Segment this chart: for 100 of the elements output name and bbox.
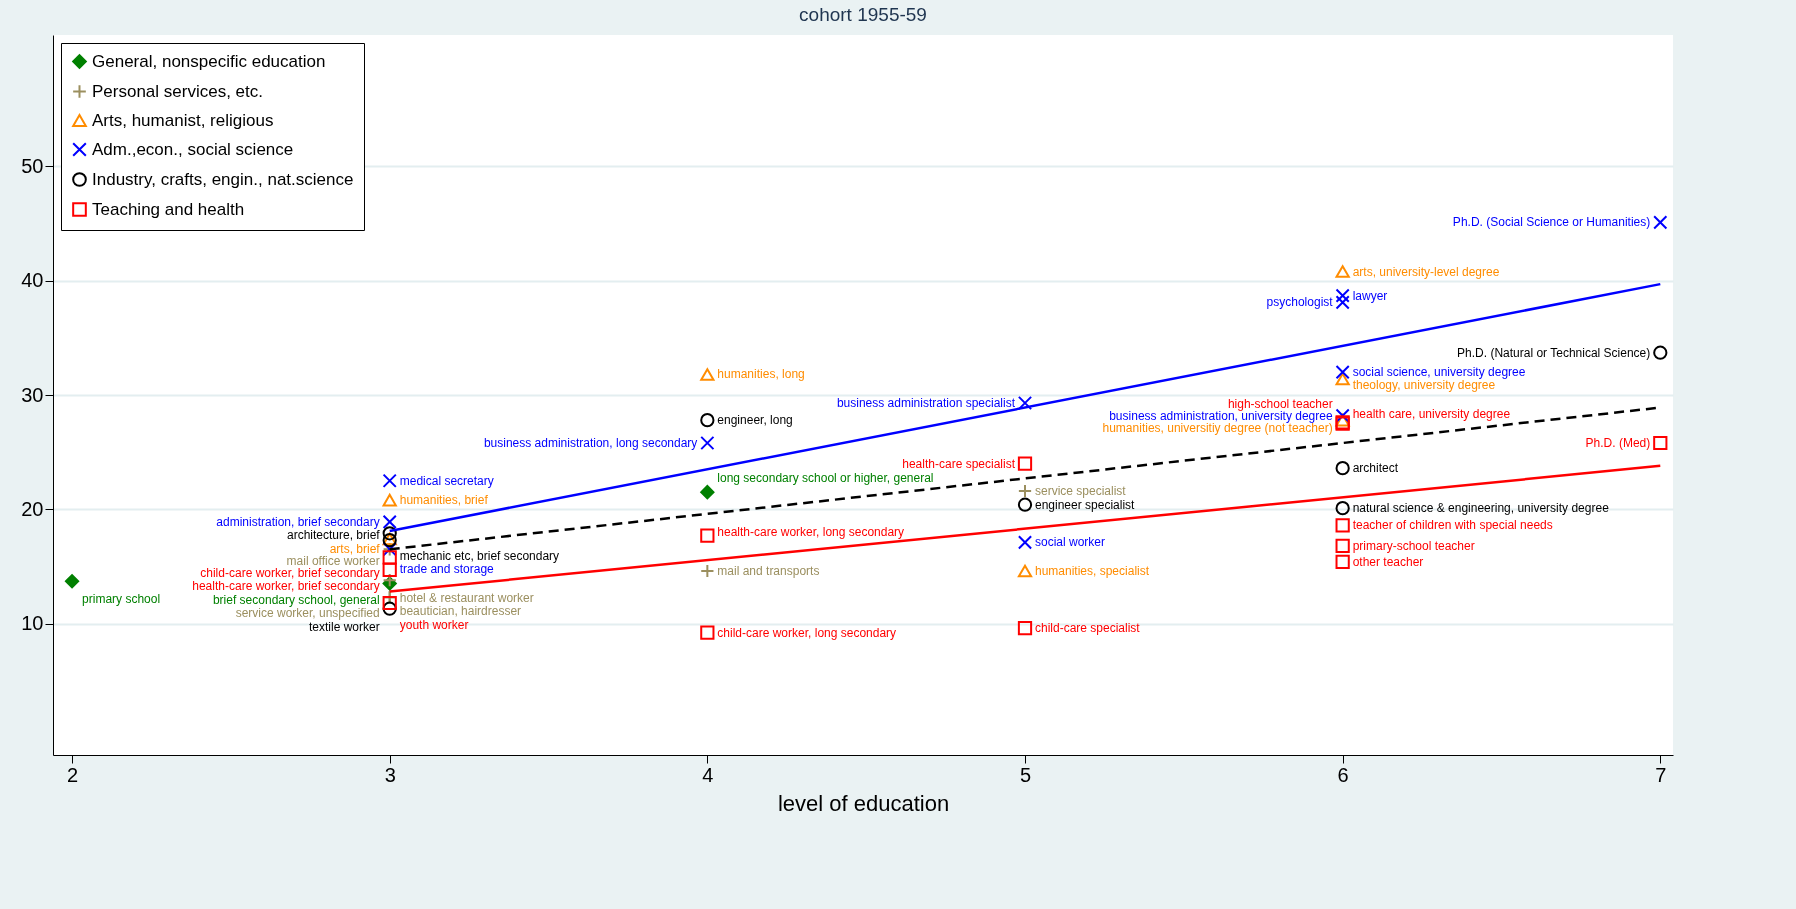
legend-label: Personal services, etc.	[92, 81, 264, 101]
point	[700, 413, 715, 428]
x-tick-label: 6	[1337, 763, 1349, 786]
data-label: mechanic etc, brief secondary	[399, 549, 560, 564]
point	[382, 562, 397, 577]
data-label: medical secretary	[399, 473, 494, 488]
data-label: child-care worker, brief secondary	[200, 566, 380, 581]
point	[1653, 215, 1668, 230]
data-label: architecture, brief	[286, 528, 381, 543]
point	[1017, 456, 1033, 471]
point	[1335, 365, 1350, 380]
y-tick-label: 50	[21, 154, 44, 177]
data-label: mail and transports	[717, 564, 820, 578]
data-label: natural science & engineering, university degree	[1352, 501, 1610, 516]
legend-label: Adm.,econ., social science	[92, 139, 294, 159]
data-label: child-care worker, long secondary	[717, 625, 897, 640]
data-label: other teacher	[1352, 554, 1424, 569]
point	[382, 473, 397, 488]
point	[64, 574, 80, 589]
data-label: youth worker	[399, 618, 469, 632]
legend-label: Arts, humanist, religious	[92, 110, 274, 130]
x-tick-label: 5	[1019, 763, 1032, 786]
data-label: lawyer	[1352, 288, 1388, 303]
data-label: Ph.D. (Med)	[1585, 436, 1651, 450]
data-label: theology, university degree	[1352, 378, 1496, 392]
data-label: architect	[1352, 461, 1399, 476]
x-axis-title: level of education	[777, 790, 950, 816]
point	[382, 601, 397, 616]
point	[1335, 288, 1350, 303]
point	[700, 368, 715, 381]
point	[1335, 408, 1350, 423]
point	[1335, 295, 1350, 310]
legend-label: Industry, crafts, engin., nat.science	[92, 169, 354, 189]
data-label: brief secondary school, general	[212, 592, 380, 607]
point	[1653, 435, 1668, 451]
data-label: arts, brief	[329, 542, 381, 556]
y-tick-label: 20	[21, 497, 44, 520]
point	[700, 485, 715, 500]
point	[1335, 372, 1350, 386]
y-tick-label: 40	[21, 269, 44, 292]
data-label: child-care specialist	[1035, 621, 1141, 636]
point	[1653, 345, 1668, 360]
point	[382, 514, 397, 529]
data-label: textile worker	[309, 619, 380, 634]
data-label: trade and storage	[399, 562, 495, 577]
x-tick-label: 7	[1655, 763, 1667, 786]
data-label: health-care worker, long secondary	[717, 524, 905, 539]
data-label: mail office worker	[286, 554, 380, 569]
point	[1017, 535, 1033, 550]
data-label: Ph.D. (Social Science or Humanities)	[1452, 215, 1651, 230]
point	[1335, 265, 1350, 278]
data-label: high-school teacher	[1227, 396, 1333, 411]
data-label: business administration, long secondary	[483, 436, 698, 450]
point	[1017, 497, 1033, 512]
point	[382, 526, 397, 541]
x-tick-label: 2	[67, 763, 79, 786]
point	[1017, 483, 1033, 499]
point	[1335, 554, 1350, 569]
data-label: humanities, specialist	[1035, 564, 1150, 578]
y-tick-label: 10	[21, 612, 44, 635]
data-label: service specialist	[1035, 484, 1127, 498]
point	[1017, 395, 1033, 411]
point	[1017, 564, 1033, 578]
point	[700, 563, 715, 579]
point	[700, 625, 715, 640]
point	[700, 435, 715, 451]
x-tick-label: 4	[702, 763, 714, 786]
data-label: administration, brief secondary	[216, 514, 380, 529]
data-label: humanities, long	[717, 367, 805, 382]
point	[1335, 518, 1350, 533]
y-tick-label: 30	[21, 383, 44, 406]
data-label: business administration specialist	[836, 396, 1016, 410]
chart-title: cohort 1955-59	[799, 4, 927, 25]
legend-label: Teaching and health	[92, 199, 245, 219]
point	[1335, 538, 1350, 553]
data-label: Ph.D. (Natural or Technical Science)	[1457, 345, 1651, 360]
data-label: primary-school teacher	[1352, 538, 1475, 553]
data-label: long secondary school or higher, general	[717, 471, 934, 486]
legend-label: General, nonspecific education	[92, 51, 326, 71]
data-label: health-care specialist	[902, 456, 1016, 471]
point	[382, 595, 397, 611]
data-label: primary school	[82, 592, 161, 607]
data-label: arts, university-level degree	[1352, 264, 1500, 279]
data-label: social worker	[1035, 535, 1106, 550]
point	[382, 550, 397, 565]
data-label: psychologist	[1266, 295, 1334, 310]
data-label: hotel & restaurant worker	[399, 591, 534, 606]
data-label: social science, university degree	[1352, 365, 1526, 380]
point	[1017, 621, 1033, 636]
point	[700, 528, 715, 543]
data-label: engineer specialist	[1035, 497, 1136, 512]
data-label: teacher of children with special needs	[1352, 518, 1553, 533]
point	[1335, 501, 1350, 516]
data-label: engineer, long	[717, 413, 793, 428]
data-label: humanities, brief	[399, 493, 489, 508]
point	[382, 493, 397, 507]
data-label: health care, university degree	[1352, 407, 1511, 422]
data-label: beautician, hairdresser	[399, 604, 522, 619]
point	[1335, 461, 1350, 476]
x-tick-label: 3	[384, 763, 396, 786]
